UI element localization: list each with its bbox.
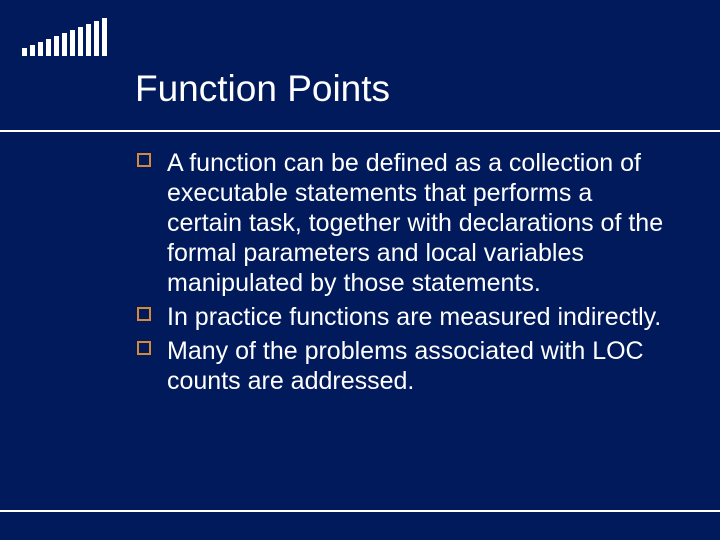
bullet-text: A function can be defined as a collectio… xyxy=(167,149,663,297)
bullet-text: In practice functions are measured indir… xyxy=(167,303,661,331)
bullet-list: A function can be defined as a collectio… xyxy=(135,148,672,396)
bullet-text: Many of the problems associated with LOC… xyxy=(167,337,644,395)
bullet-item: Many of the problems associated with LOC… xyxy=(167,336,672,396)
bottom-underline xyxy=(0,510,720,512)
slide-title: Function Points xyxy=(135,68,672,110)
square-bullet-icon xyxy=(137,341,151,355)
square-bullet-icon xyxy=(137,307,151,321)
title-underline xyxy=(0,130,720,132)
slide-container: Function Points A function can be define… xyxy=(0,0,720,540)
bullet-item: In practice functions are measured indir… xyxy=(167,302,672,332)
bullet-item: A function can be defined as a collectio… xyxy=(167,148,672,298)
square-bullet-icon xyxy=(137,153,151,167)
